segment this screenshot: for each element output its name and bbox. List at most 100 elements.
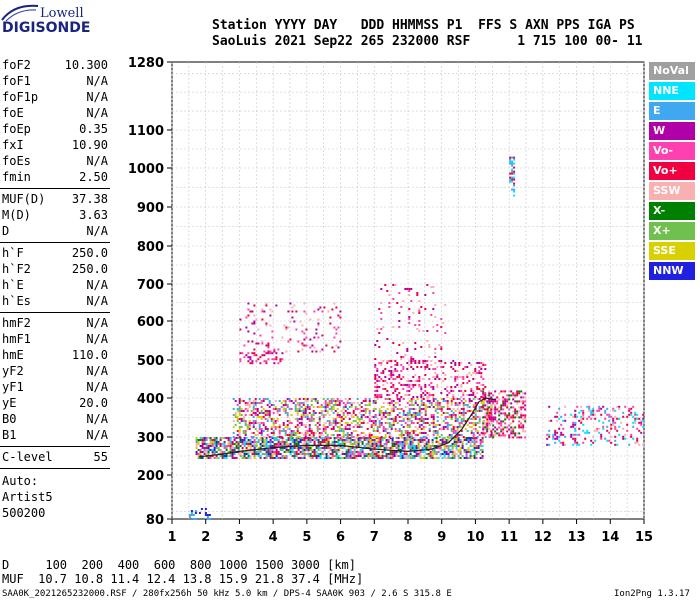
echo-dot bbox=[332, 412, 335, 414]
echo-dot bbox=[239, 445, 242, 447]
echo-dot bbox=[239, 318, 242, 321]
param-name: fxI bbox=[2, 138, 24, 152]
echo-dot bbox=[492, 436, 495, 439]
echo-dot bbox=[291, 306, 294, 309]
echo-dot bbox=[366, 416, 369, 418]
echo-dot bbox=[508, 428, 511, 431]
echo-dot bbox=[345, 457, 348, 459]
echo-dot bbox=[333, 455, 336, 457]
echo-dot bbox=[490, 408, 493, 411]
echo-dot bbox=[398, 392, 401, 394]
echo-dot bbox=[207, 437, 210, 439]
echo-dot bbox=[388, 402, 391, 404]
echo-dot bbox=[416, 418, 419, 420]
echo-dot bbox=[362, 436, 365, 438]
echo-dot bbox=[317, 336, 320, 339]
echo-dot bbox=[331, 443, 334, 445]
echo-dot bbox=[432, 406, 435, 408]
echo-dot bbox=[400, 396, 403, 398]
echo-dot bbox=[512, 430, 515, 433]
echo-dot bbox=[414, 416, 417, 418]
echo-dot bbox=[243, 451, 246, 453]
param-name: h`E bbox=[2, 278, 24, 292]
echo-dot bbox=[376, 374, 379, 376]
echo-dot bbox=[295, 453, 298, 455]
echo-dot bbox=[453, 445, 456, 447]
echo-dot bbox=[311, 455, 314, 457]
echo-dot bbox=[424, 362, 427, 364]
echo-dot bbox=[474, 430, 477, 432]
echo-dot bbox=[395, 437, 398, 439]
echo-dot bbox=[407, 455, 410, 457]
echo-dot bbox=[479, 445, 482, 447]
echo-dot bbox=[482, 388, 485, 390]
echo-dot bbox=[393, 441, 396, 443]
echo-dot bbox=[406, 384, 409, 386]
echo-dot bbox=[338, 404, 341, 406]
echo-dot bbox=[500, 408, 503, 411]
echo-dot bbox=[377, 455, 380, 457]
echo-dot bbox=[410, 288, 413, 290]
echo-dot bbox=[484, 422, 487, 425]
echo-dot bbox=[423, 455, 426, 457]
echo-dot bbox=[229, 441, 232, 443]
echo-dot bbox=[392, 392, 395, 394]
echo-dot bbox=[516, 414, 519, 417]
echo-dot bbox=[305, 453, 308, 455]
echo-dot bbox=[260, 422, 263, 424]
echo-dot bbox=[415, 447, 418, 449]
echo-dot bbox=[398, 428, 401, 430]
echo-dot bbox=[482, 400, 485, 402]
echo-dot bbox=[327, 443, 330, 445]
echo-dot bbox=[474, 410, 477, 412]
echo-dot bbox=[508, 390, 511, 393]
echo-dot bbox=[358, 426, 361, 428]
param-row-b1: B1 N/A bbox=[2, 427, 108, 443]
echo-dot bbox=[344, 426, 347, 428]
echo-dot bbox=[304, 430, 307, 432]
echo-dot bbox=[418, 324, 421, 326]
echo-dot bbox=[346, 412, 349, 414]
echo-dot bbox=[225, 449, 228, 451]
echo-dot bbox=[376, 370, 379, 372]
echo-dot bbox=[394, 430, 397, 432]
echo-dot bbox=[284, 434, 287, 436]
echo-dot bbox=[331, 308, 334, 311]
param-value: 10.300 bbox=[64, 58, 108, 72]
echo-dot bbox=[444, 304, 447, 306]
echo-dot bbox=[318, 412, 321, 414]
echo-dot bbox=[434, 378, 437, 380]
echo-dot bbox=[279, 453, 282, 455]
echo-dot bbox=[332, 400, 335, 402]
echo-dot bbox=[298, 432, 301, 434]
echo-dot bbox=[261, 308, 264, 311]
echo-dot bbox=[375, 455, 378, 457]
echo-dot bbox=[472, 436, 475, 438]
echo-dot bbox=[302, 416, 305, 418]
echo-dot bbox=[508, 414, 511, 417]
echo-dot bbox=[351, 439, 354, 441]
echo-dot bbox=[462, 414, 465, 416]
echo-dot bbox=[446, 412, 449, 414]
echo-dot bbox=[396, 302, 399, 304]
echo-dot bbox=[443, 447, 446, 449]
echo-dot bbox=[406, 436, 409, 438]
echo-dot bbox=[454, 414, 457, 416]
echo-dot bbox=[264, 398, 267, 400]
echo-dot bbox=[360, 414, 363, 416]
echo-dot bbox=[352, 402, 355, 404]
echo-dot bbox=[394, 364, 397, 366]
echo-dot bbox=[203, 443, 206, 445]
echo-dot bbox=[298, 422, 301, 424]
echo-dot bbox=[373, 455, 376, 457]
echo-dot bbox=[280, 436, 283, 438]
echo-dot bbox=[248, 414, 251, 416]
echo-dot bbox=[488, 436, 491, 438]
echo-dot bbox=[270, 420, 273, 422]
echo-dot bbox=[524, 396, 527, 399]
echo-dot bbox=[604, 411, 607, 414]
echo-dot bbox=[333, 302, 336, 305]
echo-dot bbox=[632, 425, 635, 428]
echo-dot bbox=[265, 441, 268, 443]
echo-dot bbox=[327, 457, 330, 459]
